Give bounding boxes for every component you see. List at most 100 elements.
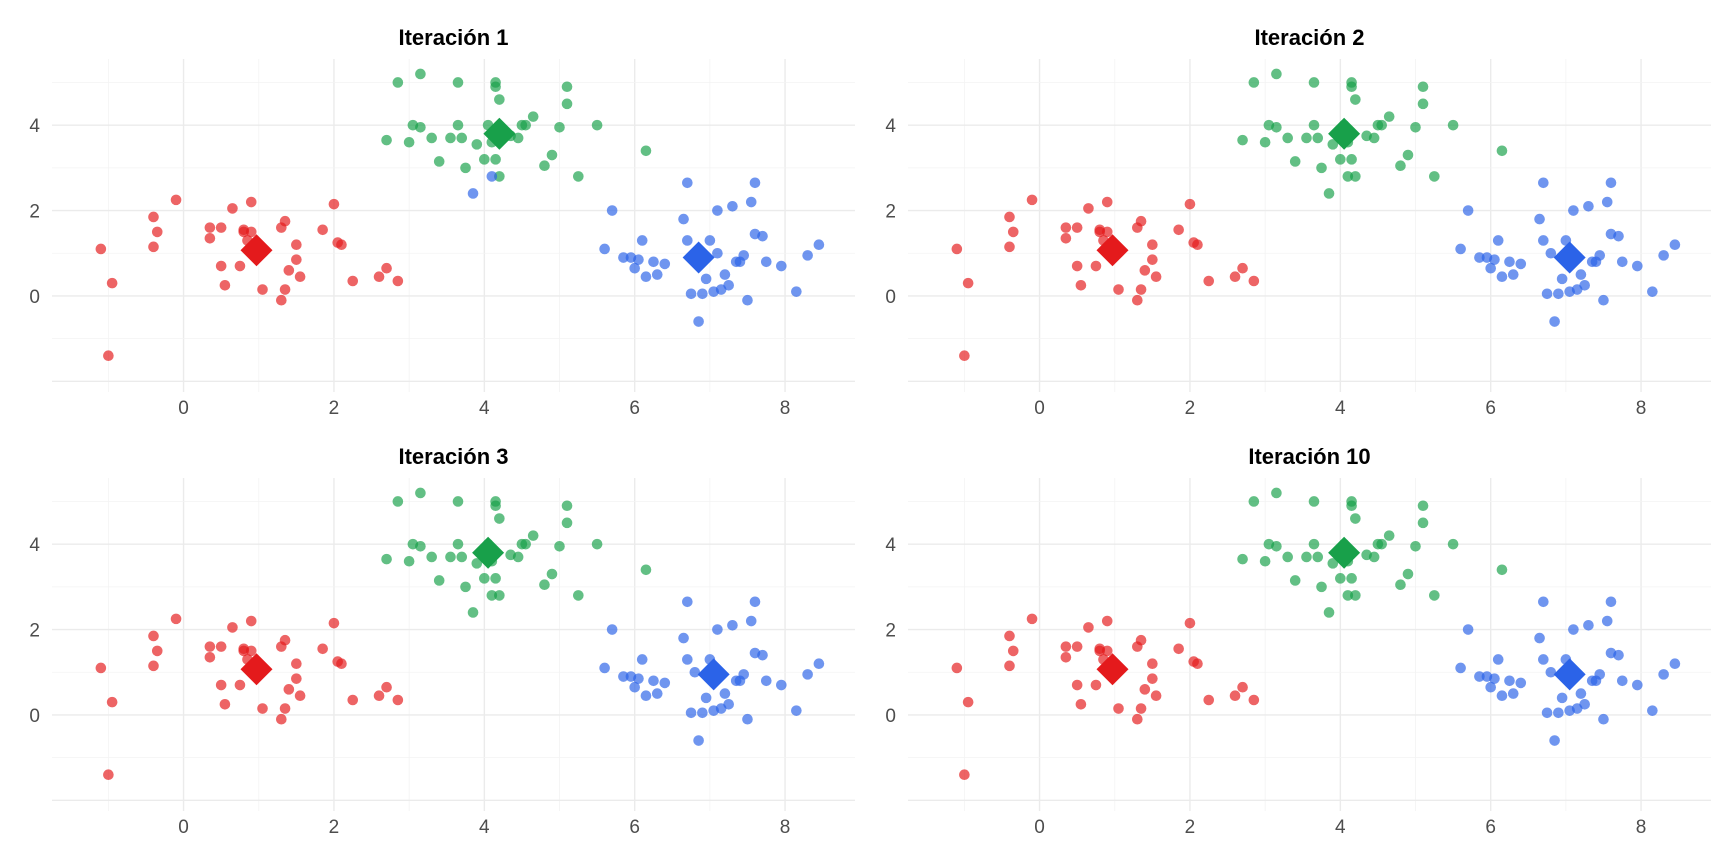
- data-point: [151, 645, 163, 657]
- data-point: [959, 350, 970, 362]
- cluster-series-1: [95, 194, 404, 362]
- data-point: [1316, 162, 1327, 174]
- centroid-marker: [240, 234, 273, 267]
- data-point: [1090, 679, 1102, 691]
- data-point: [1259, 555, 1271, 567]
- x-tick-label: 0: [178, 398, 189, 419]
- data-point: [479, 573, 490, 584]
- cluster-series-2: [1237, 68, 1508, 199]
- data-point: [471, 558, 483, 569]
- x-tick-label: 4: [1335, 398, 1346, 419]
- data-point: [95, 243, 107, 255]
- data-point: [1139, 265, 1151, 276]
- data-point: [1669, 239, 1681, 251]
- data-point: [1489, 673, 1500, 684]
- data-point: [1417, 81, 1429, 93]
- data-point: [712, 624, 723, 635]
- data-point: [1289, 156, 1301, 167]
- data-point: [1147, 673, 1158, 684]
- data-point: [1462, 205, 1474, 216]
- data-point: [723, 698, 734, 710]
- data-point: [1462, 624, 1474, 635]
- panel-title: Iteración 2: [1254, 25, 1364, 50]
- data-point: [697, 288, 708, 300]
- data-point: [776, 679, 787, 691]
- data-point: [633, 673, 644, 684]
- data-point: [1632, 679, 1643, 691]
- data-point: [678, 632, 689, 644]
- data-point: [279, 634, 291, 646]
- data-point: [1447, 119, 1459, 131]
- data-point: [460, 162, 471, 174]
- data-point: [215, 679, 227, 691]
- data-point: [1534, 213, 1545, 225]
- x-tick-label: 4: [479, 817, 490, 838]
- data-point: [685, 707, 697, 719]
- data-point: [279, 703, 291, 714]
- data-point: [682, 177, 693, 189]
- data-point: [962, 696, 974, 708]
- data-point: [1541, 288, 1553, 300]
- data-point: [1485, 262, 1497, 274]
- data-point: [760, 675, 772, 687]
- centroid-marker: [1328, 117, 1361, 150]
- data-point: [1135, 215, 1147, 227]
- data-point: [1658, 669, 1669, 680]
- data-point: [1395, 579, 1406, 591]
- data-point: [467, 607, 479, 618]
- data-point: [1259, 136, 1271, 148]
- data-point: [1237, 553, 1248, 565]
- data-point: [1237, 681, 1248, 693]
- data-point: [238, 645, 250, 657]
- data-point: [1496, 564, 1508, 576]
- data-point: [1007, 226, 1019, 238]
- data-point: [1312, 551, 1324, 563]
- data-point: [693, 735, 704, 746]
- data-point: [415, 487, 426, 499]
- data-point: [1376, 538, 1387, 550]
- data-point: [1583, 200, 1594, 212]
- data-point: [1632, 260, 1643, 272]
- x-tick-label: 6: [1485, 398, 1496, 419]
- x-tick-label: 0: [1034, 817, 1045, 838]
- data-point: [1132, 713, 1143, 725]
- data-point: [591, 119, 603, 131]
- gridlines: [52, 59, 855, 392]
- y-tick-label: 4: [885, 535, 896, 556]
- data-point: [1455, 243, 1466, 255]
- data-point: [682, 654, 693, 665]
- data-point: [1308, 77, 1320, 88]
- data-point: [1507, 688, 1519, 699]
- data-point: [452, 77, 464, 88]
- data-point: [1647, 705, 1658, 716]
- data-point: [738, 669, 750, 680]
- x-tick-label: 8: [780, 398, 791, 419]
- data-point: [245, 196, 257, 208]
- data-point: [291, 673, 302, 684]
- data-point: [697, 707, 708, 719]
- data-point: [1094, 645, 1106, 657]
- facet-panel-1: Iteración 1 0 2 4 6 8 0 2 4: [29, 25, 855, 419]
- centroid-marker: [472, 536, 505, 569]
- data-point: [727, 200, 738, 212]
- centroid-marker: [1096, 234, 1129, 267]
- data-point: [1150, 271, 1162, 283]
- data-point: [415, 541, 426, 552]
- data-point: [561, 98, 573, 110]
- data-point: [1613, 649, 1624, 661]
- data-point: [317, 224, 328, 236]
- data-point: [1598, 713, 1609, 725]
- data-point: [170, 194, 182, 206]
- data-point: [317, 643, 328, 655]
- data-point: [1101, 645, 1113, 657]
- data-point: [1402, 568, 1414, 580]
- data-point: [1271, 68, 1282, 80]
- data-point: [1545, 247, 1557, 259]
- data-point: [546, 149, 558, 161]
- data-point: [151, 226, 163, 238]
- data-point: [456, 132, 468, 144]
- data-point: [1094, 226, 1106, 238]
- data-point: [1147, 658, 1158, 670]
- data-point: [760, 256, 772, 268]
- data-point: [381, 681, 392, 693]
